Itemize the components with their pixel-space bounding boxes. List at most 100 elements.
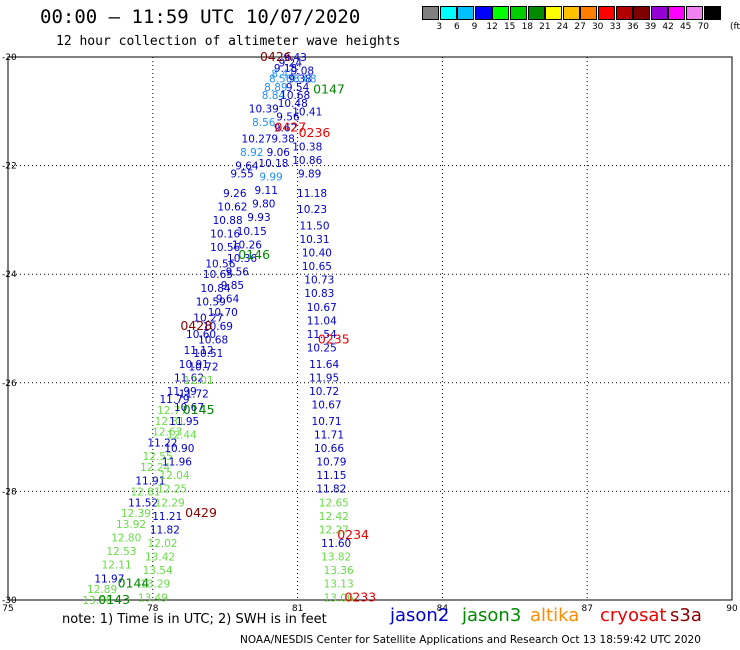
wave-height-label: 12.04 — [159, 470, 189, 482]
wave-height-label: 9.38 — [288, 74, 311, 86]
color-legend-label: 3 — [436, 22, 443, 32]
wave-height-label: 10.67 — [312, 400, 342, 412]
satellite-legend-jason3: jason3 — [462, 605, 522, 626]
color-legend-label: 33 — [609, 22, 622, 32]
wave-height-label: 10.59 — [196, 296, 226, 308]
color-legend-unit: (ft) — [730, 22, 740, 32]
satellite-legend-altika: altika — [530, 605, 580, 626]
pass-time-label: 0145 — [183, 402, 215, 417]
color-legend-label: 21 — [539, 22, 551, 32]
satellite-legend-jason2: jason2 — [390, 605, 450, 626]
wave-height-label: 11.22 — [147, 438, 177, 450]
wave-height-label: 10.72 — [309, 386, 339, 398]
wave-height-label: 13.54 — [143, 565, 173, 577]
wave-height-label: 10.56 — [210, 242, 240, 254]
wave-height-label: 13.49 — [138, 592, 168, 604]
color-swatch — [422, 6, 439, 20]
wave-height-label: 8.68 — [293, 74, 316, 86]
wave-height-label: 12.77 — [157, 405, 187, 417]
wave-height-label: 11.97 — [94, 573, 124, 585]
wave-height-label: 13.06 — [324, 592, 354, 604]
wave-height-label: 12.80 — [111, 533, 141, 545]
wave-height-label: 10.15 — [237, 226, 267, 238]
wave-height-label: 12.27 — [319, 524, 349, 536]
wave-height-label: 9.99 — [259, 171, 282, 183]
color-swatch — [668, 6, 686, 20]
wave-height-label: 11.62 — [174, 372, 204, 384]
color-legend-label: 27 — [574, 22, 586, 32]
wave-height-label: 10.90 — [164, 443, 194, 455]
wave-height-label: 12.11 — [102, 560, 132, 572]
wave-height-label: 12.53 — [106, 546, 136, 558]
color-legend-label: 45 — [679, 22, 692, 32]
x-tick-label: 75 — [2, 604, 13, 614]
pass-time-label: 0146 — [238, 247, 270, 262]
wave-height-label: 10.39 — [249, 104, 279, 116]
wave-height-label: 9.64 — [235, 161, 259, 173]
wave-height-label: 8.56 — [252, 117, 276, 129]
wave-height-label: 11.52 — [128, 497, 158, 509]
wave-height-label: 10.83 — [304, 288, 334, 300]
wave-height-label: 13.42 — [145, 552, 175, 564]
wave-height-label: 11.15 — [316, 470, 346, 482]
wave-height-label: 11.12 — [184, 345, 214, 357]
y-tick-label: -26 — [2, 379, 17, 389]
color-legend-label: 6 — [454, 22, 460, 32]
color-swatch — [510, 6, 527, 20]
wave-height-label: 9.54 — [286, 82, 310, 94]
wave-height-label: 9.18 — [274, 63, 297, 75]
pass-time-label: 0234 — [337, 527, 369, 542]
wave-height-label: 9.85 — [221, 280, 244, 292]
wave-height-label: 9.43 — [283, 52, 306, 64]
color-swatch — [492, 6, 510, 20]
wave-height-label: 12.81 — [131, 486, 161, 498]
wave-height-label: 10.60 — [186, 329, 216, 341]
wave-height-label: 10.84 — [201, 283, 231, 295]
color-swatch — [686, 6, 703, 20]
wave-height-label: 12.63 — [152, 427, 182, 439]
wave-height-label: 8.89 — [264, 82, 287, 94]
color-legend-label: 12 — [486, 22, 498, 32]
wave-height-label: 10.27 — [193, 313, 223, 325]
color-legend-label: 39 — [644, 22, 657, 32]
wave-height-label: 10.70 — [208, 307, 238, 319]
wave-height-label: 11.72 — [179, 389, 209, 401]
satellite-legend-cryosat: cryosat — [600, 605, 667, 626]
wave-height-label: 11.21 — [152, 511, 182, 523]
wave-height-label: 11.04 — [307, 315, 337, 327]
footer-note: note: 1) Time is in UTC; 2) SWH is in fe… — [62, 612, 327, 627]
wave-height-label: 12.39 — [121, 508, 151, 520]
wave-height-label: 11.18 — [297, 188, 327, 200]
wave-height-label: 10.62 — [217, 201, 247, 213]
wave-height-label: 12.25 — [157, 484, 187, 496]
wave-height-label: 11.54 — [307, 329, 337, 341]
wave-height-label: 9.26 — [223, 188, 247, 200]
wave-height-label: 12.31 — [155, 416, 185, 428]
wave-height-label: 11.96 — [162, 457, 192, 469]
color-swatch — [439, 6, 457, 20]
wave-height-label: 10.68 — [198, 334, 228, 346]
wave-height-label: 10.25 — [307, 343, 337, 355]
y-tick-label: -30 — [2, 596, 17, 606]
wave-height-label: 13.29 — [140, 579, 170, 591]
wave-height-label: 11.71 — [314, 429, 344, 441]
color-legend-label: 24 — [556, 22, 569, 32]
wave-height-label: 11.60 — [321, 538, 351, 550]
wave-height-label: 10.91 — [179, 359, 209, 371]
wave-height-label: 9.06 — [267, 147, 291, 159]
pass-time-label: 0233 — [344, 589, 376, 604]
x-tick-label: 84 — [437, 604, 449, 614]
plot-frame — [7, 56, 733, 601]
wave-height-label: 10.36 — [227, 253, 257, 265]
color-swatch — [474, 6, 492, 20]
wave-height-label: 10.65 — [302, 261, 332, 273]
pass-time-label: 0235 — [318, 331, 350, 346]
color-swatch — [598, 6, 615, 20]
wave-height-label: 10.27 — [242, 133, 272, 145]
color-legend-label: 42 — [662, 22, 674, 32]
wave-height-label: 11.95 — [309, 372, 339, 384]
wave-height-label: 10.73 — [304, 275, 334, 287]
color-legend-label: 18 — [521, 22, 534, 32]
wave-height-label: 9.08 — [291, 66, 314, 78]
